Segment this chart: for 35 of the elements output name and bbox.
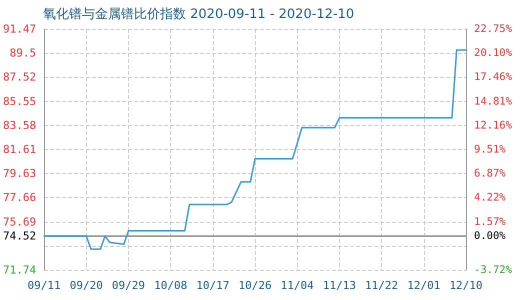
y-tick-label: 71.74 [2,264,36,276]
y2-tick-label: -3.72% [474,264,513,276]
y-tick-label: 89.5 [10,46,36,60]
y2-tick-label: 20.10% [474,47,513,60]
x-tick-label: 09/29 [112,279,146,292]
y-tick-label: 79.63 [2,167,36,180]
x-tick-label: 11/04 [280,279,314,292]
line-series [43,49,467,250]
y2-tick-label: 4.22% [474,192,506,204]
y-tick-label: 77.66 [2,191,36,204]
x-tick-label: 09/11 [28,279,61,292]
y2-tick-label: 17.46% [474,71,513,84]
y-tick-label: 75.69 [2,215,36,228]
y2-tick-label: 9.51% [474,144,506,156]
y2-tick-label: 22.75% [474,23,513,35]
x-tick-label: 10/17 [196,279,230,292]
y2-tick-label: 12.16% [474,119,513,132]
y2-tick-label: 0.00% [474,230,506,242]
y-tick-label: 87.52 [2,70,36,84]
y2-tick-label: 1.57% [474,216,506,228]
x-tick-label: 11/13 [322,279,356,292]
y-tick-label: 74.52 [2,230,36,243]
x-tick-label: 12/10 [449,279,483,292]
y2-tick-label: 6.87% [474,168,506,180]
y-tick-label: 85.55 [2,94,36,108]
x-tick-label: 11/22 [365,279,398,292]
y-tick-label: 83.58 [2,118,36,132]
y2-tick-label: 14.81% [474,95,513,108]
x-tick-label: 10/26 [238,279,272,292]
chart-title: 氧化镨与金属镨比价指数 2020-09-11 - 2020-12-10 [43,7,354,22]
x-tick-label: 12/01 [407,279,440,292]
y-tick-label: 91.47 [2,22,36,36]
x-tick-label: 10/08 [154,279,188,292]
y-tick-label: 81.61 [2,142,36,156]
x-tick-label: 09/20 [70,279,103,292]
